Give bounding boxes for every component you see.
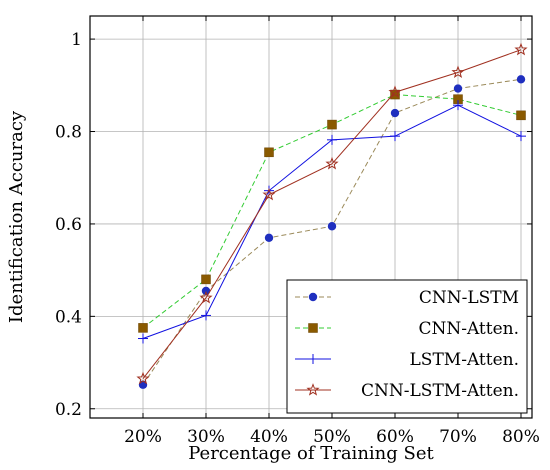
series-cnn-lstm-atten [136, 42, 528, 385]
legend-box [286, 279, 528, 414]
data-point [390, 131, 400, 142]
x-tick-label: 60% [376, 427, 414, 447]
y-tick-label: 0.6 [55, 215, 82, 235]
y-tick-label: 0.8 [55, 123, 82, 143]
legend-item: CNN-LSTM-Atten. [295, 381, 519, 401]
data-point [388, 85, 402, 98]
x-tick-label: 20% [124, 427, 162, 447]
series-cnn-lstm [138, 75, 526, 389]
data-point [138, 333, 148, 344]
y-tick-label: 0.2 [55, 400, 82, 420]
data-point [264, 147, 274, 158]
y-axis-label: Identification Accuracy [6, 110, 27, 323]
y-tick-label: 0.4 [55, 307, 82, 327]
data-point [516, 131, 526, 142]
x-tick-label: 80% [502, 427, 540, 447]
legend-marker [308, 354, 318, 364]
series-lstm-atten [138, 100, 526, 344]
x-tick-label: 30% [187, 427, 225, 447]
data-point [516, 110, 526, 121]
legend-item: LSTM-Atten. [295, 350, 519, 370]
x-axis-label: Percentage of Training Set [188, 443, 434, 464]
x-tick-label: 50% [313, 427, 351, 447]
data-point [264, 233, 274, 242]
legend-marker [306, 383, 320, 396]
legend: CNN-LSTM CNN-Atten. LSTM-Atten. CNN-LSTM-At… [286, 279, 528, 414]
plot-frame [89, 15, 533, 419]
data-point [390, 108, 400, 118]
y-axis: 0.2 0.4 0.6 0.8 1 [55, 30, 532, 420]
legend-label: CNN-LSTM-Atten. [361, 381, 519, 401]
legend-label: LSTM-Atten. [410, 350, 519, 370]
data-point [453, 84, 463, 93]
legend-marker [308, 292, 318, 302]
data-point [514, 42, 528, 56]
legend-label: CNN-Atten. [418, 319, 519, 339]
data-point [516, 75, 526, 84]
legend-item: CNN-Atten. [295, 319, 519, 339]
series-line [142, 49, 522, 380]
data-point [262, 187, 276, 201]
data-point [325, 156, 339, 170]
data-point [327, 222, 337, 231]
legend-label: CNN-LSTM [419, 288, 519, 308]
y-tick-label: 1 [71, 30, 82, 50]
legend-marker [308, 323, 318, 333]
series-group [136, 42, 528, 389]
x-tick-label: 70% [439, 427, 477, 447]
data-point [451, 65, 465, 78]
x-tick-label: 40% [250, 427, 288, 447]
data-point [327, 134, 337, 145]
data-point [138, 323, 148, 333]
series-cnn-atten [138, 89, 526, 333]
x-axis: 20% 30% 40% 50% 60% 70% 80% [124, 16, 540, 447]
data-point [136, 371, 150, 385]
data-point [453, 100, 463, 111]
data-point [201, 286, 211, 296]
data-point [199, 290, 213, 304]
data-point [201, 274, 211, 285]
legend-item: CNN-LSTM [295, 288, 519, 308]
data-point [327, 119, 337, 130]
data-point [201, 310, 211, 321]
